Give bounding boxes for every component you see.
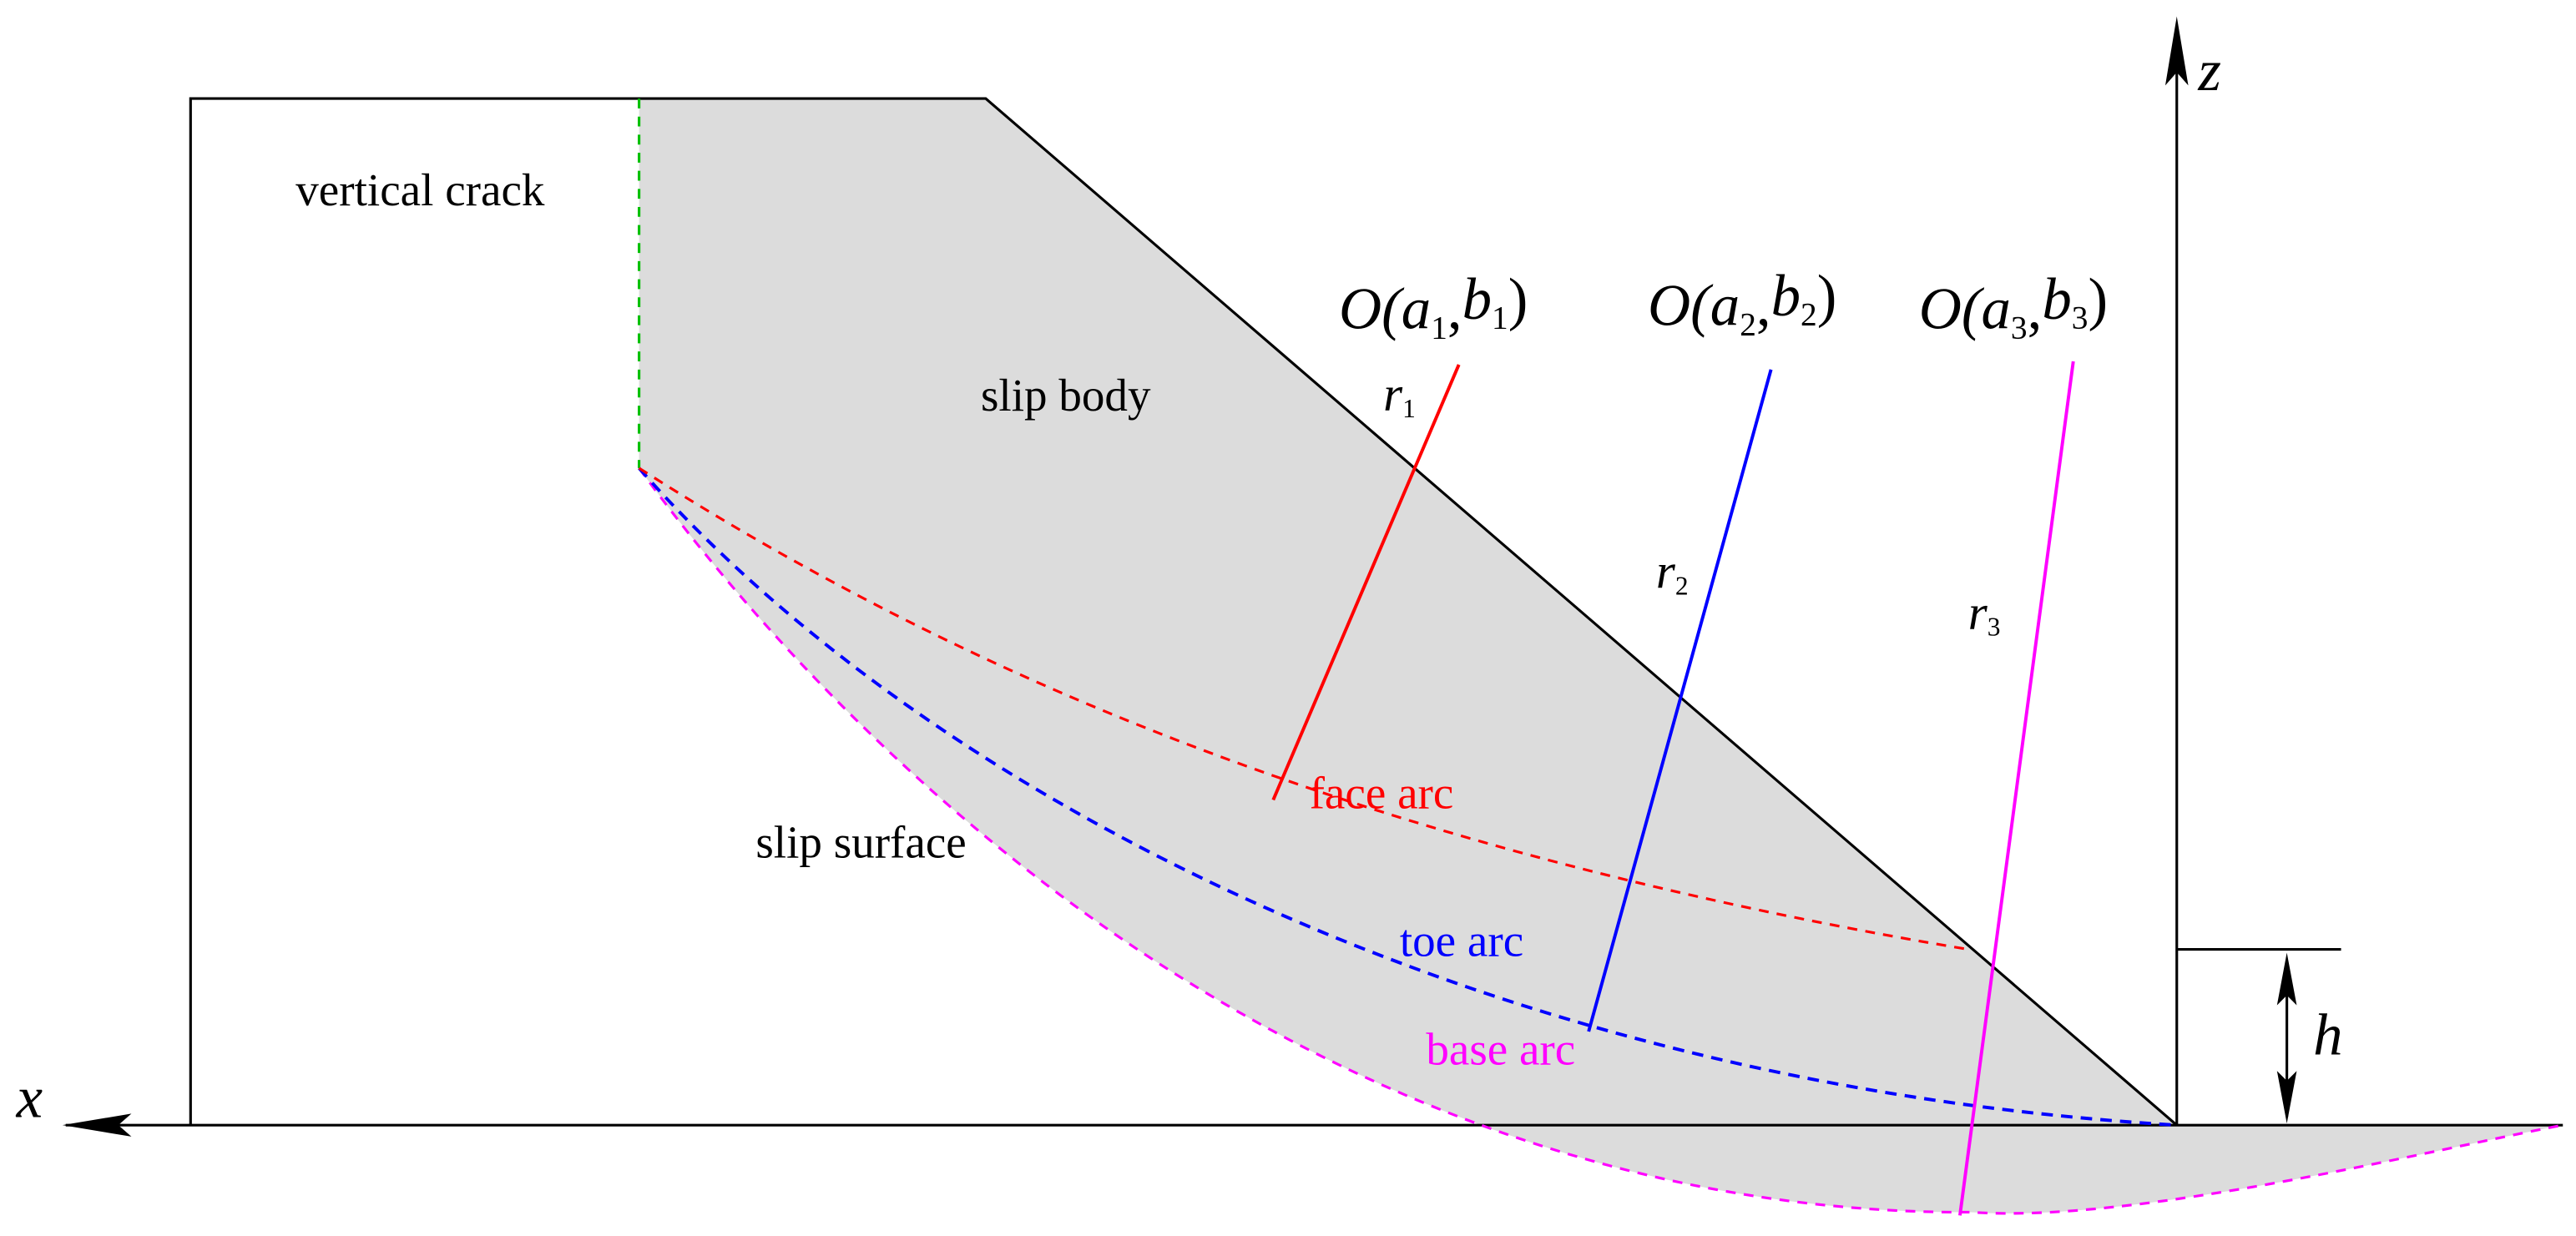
label-part: a [1982,277,2011,342]
label-part: b [1462,267,1492,332]
z-arrow [2164,16,2189,86]
subscript: 3 [1988,613,2001,642]
label-part: a [1710,274,1740,339]
label-part: a [1402,277,1431,342]
h-arrow-top [2276,952,2297,1006]
base-arc-label: base arc [1426,1023,1575,1074]
z-axis-label: z [2197,38,2221,103]
label-part: , [2028,277,2043,342]
h-label: h [2313,1003,2342,1068]
slip-body-label: slip body [981,370,1151,421]
subscript: 1 [1431,309,1447,346]
label-part: b [2042,267,2071,332]
subscript: 1 [1492,300,1508,336]
slope-outline [189,97,2178,1127]
radius-label: r3 [1968,585,2001,642]
label-part: r [1383,366,1403,421]
center-label: O(a3,b3) [1919,267,2108,346]
x-axis-label: x [16,1065,43,1130]
vertical-crack-label: vertical crack [295,164,545,215]
radius-label: r2 [1656,544,1689,601]
label-part: O( [1648,274,1714,339]
label-part: ) [2088,267,2108,332]
toe-arc-label: toe arc [1400,915,1523,966]
slip-body-fill [639,98,2563,1213]
toe-arc [638,467,2177,1128]
label-part: , [1447,277,1462,342]
radius-1 [1271,364,1461,801]
label-part: O( [1919,277,1985,342]
face-arc [638,467,1969,951]
center-label: O(a1,b1) [1339,267,1528,346]
radius-label: r1 [1383,366,1416,423]
label-part: ) [1508,267,1528,332]
subscript: 2 [1740,305,1756,342]
subscript: 3 [2011,309,2028,346]
subscript: 3 [2072,300,2089,336]
label-part: r [1968,585,1988,640]
label-part: ) [1817,264,1837,329]
h-arrow-bottom [2276,1071,2297,1124]
face-arc-label: face arc [1310,767,1454,818]
label-part: r [1656,544,1676,599]
subscript: 2 [1801,296,1817,333]
label-part: , [1756,274,1771,339]
base-arc [638,467,2563,1215]
radius-3 [1958,361,2075,1216]
radius-2 [1587,369,1773,1032]
subscript: 2 [1675,571,1689,600]
subscript: 1 [1402,394,1416,423]
center-label: O(a2,b2) [1648,264,1836,343]
label-part: O( [1339,277,1405,342]
slip-surface-label: slip surface [755,816,966,867]
x-arrow [62,1113,132,1137]
label-part: b [1771,264,1801,329]
